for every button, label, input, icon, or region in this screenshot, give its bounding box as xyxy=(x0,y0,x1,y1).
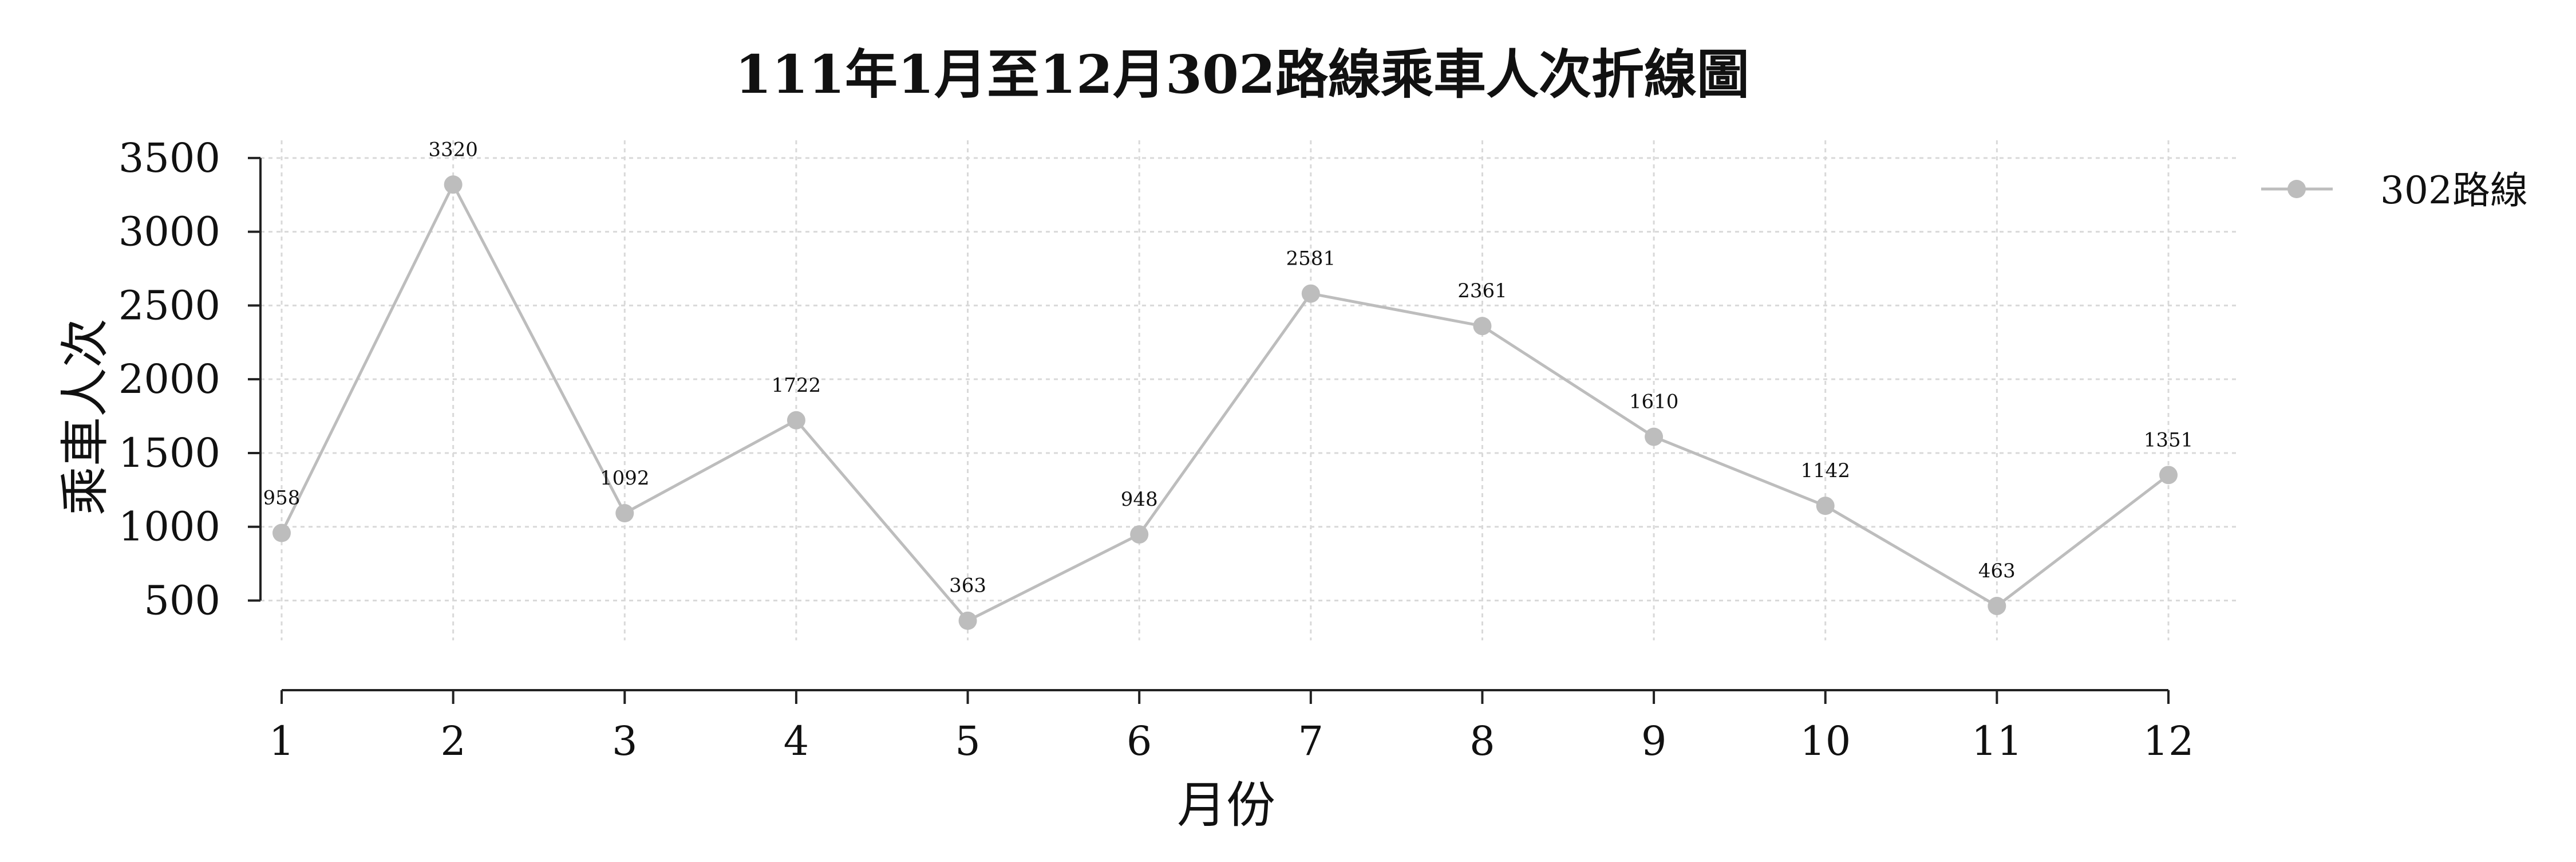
y-tick-label: 3500 xyxy=(118,135,220,182)
data-point xyxy=(272,524,291,542)
y-tick-label: 3000 xyxy=(118,208,220,255)
chart-title: 111年1月至12月302路線乘車人次折線圖 xyxy=(735,44,1749,105)
legend: 302路線 xyxy=(2261,168,2528,212)
data-point xyxy=(1473,317,1492,336)
grid-lines xyxy=(260,140,2238,640)
data-labels: 958 3320 1092 1722 363 948 2581 2361 1610 1142 463… xyxy=(263,138,2194,597)
data-point xyxy=(2159,466,2178,485)
data-point xyxy=(1301,284,1320,303)
data-label: 3320 xyxy=(428,138,478,161)
x-tick-label: 6 xyxy=(1127,718,1152,765)
data-point xyxy=(787,411,805,430)
legend-point-marker xyxy=(2287,180,2306,198)
axes xyxy=(248,156,2170,704)
y-tick-label: 2500 xyxy=(118,282,220,329)
series-line xyxy=(280,183,2170,623)
x-tick-label: 12 xyxy=(2143,718,2194,765)
data-point xyxy=(444,175,463,194)
data-point xyxy=(958,611,977,630)
x-axis-label: 月份 xyxy=(1177,777,1275,834)
x-tick-label: 11 xyxy=(1971,718,2022,765)
data-label: 1092 xyxy=(600,467,650,490)
x-tick-label: 9 xyxy=(1641,718,1667,765)
series-line-layer xyxy=(280,183,2170,623)
data-label: 1142 xyxy=(1800,459,1850,482)
data-point xyxy=(1645,427,1664,446)
data-label: 948 xyxy=(1121,488,1158,511)
legend-label: 302路線 xyxy=(2380,168,2528,212)
data-point xyxy=(1130,525,1149,544)
data-label: 2581 xyxy=(1286,247,1336,270)
data-label: 2361 xyxy=(1457,280,1507,302)
x-tick-label: 2 xyxy=(440,718,466,765)
x-tick-label: 10 xyxy=(1800,718,1851,765)
data-label: 1722 xyxy=(772,374,821,397)
data-label: 1610 xyxy=(1629,391,1679,414)
y-tick-label: 2000 xyxy=(118,356,220,403)
y-axis-label: 乘車人次 xyxy=(57,318,114,515)
data-label: 1351 xyxy=(2144,428,2194,451)
data-label: 958 xyxy=(263,487,301,510)
data-point xyxy=(1988,596,2006,615)
y-tick-label: 1000 xyxy=(118,503,220,550)
x-tick-label: 7 xyxy=(1298,718,1324,765)
data-point xyxy=(1816,497,1835,515)
data-label: 363 xyxy=(949,574,986,597)
x-tick-label: 5 xyxy=(955,718,981,765)
x-tick-label: 1 xyxy=(269,718,295,765)
data-label: 463 xyxy=(1978,560,2016,582)
x-tick-label: 3 xyxy=(612,718,638,765)
x-tick-label: 8 xyxy=(1469,718,1495,765)
data-point xyxy=(615,504,634,523)
y-tick-label: 500 xyxy=(144,577,220,624)
y-tick-label: 1500 xyxy=(118,430,220,477)
data-points xyxy=(272,175,2178,630)
x-tick-label: 4 xyxy=(784,718,809,765)
